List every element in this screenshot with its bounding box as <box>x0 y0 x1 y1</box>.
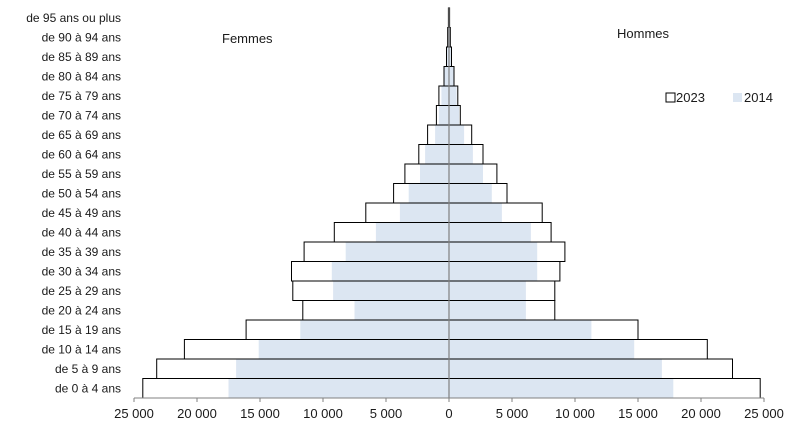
age-label: de 5 à 9 ans <box>55 362 121 376</box>
bar-2014-femmes <box>408 183 449 203</box>
age-label: de 75 à 79 ans <box>42 89 121 103</box>
bar-2014-hommes <box>449 144 473 164</box>
bar-2014-hommes <box>449 27 451 47</box>
x-axis-ticks: 25 000 20 000 15 000 10 000 5 000 0 5 000 10 00… <box>114 398 784 421</box>
bar-2014-femmes <box>447 27 449 47</box>
x-tick-label: 0 <box>445 406 452 421</box>
age-label: de 0 à 4 ans <box>55 381 121 395</box>
bar-2014-femmes <box>333 281 449 301</box>
legend-label-2014: 2014 <box>744 90 773 105</box>
legend-swatch-2014 <box>733 93 742 102</box>
series-2023-bars <box>142 7 761 399</box>
bar-2014-hommes <box>449 183 492 203</box>
x-tick-label: 20 000 <box>177 406 217 421</box>
bar-2014-femmes <box>420 164 449 184</box>
bar-2014-femmes <box>425 144 449 164</box>
bar-2014-femmes <box>446 47 449 67</box>
bar-2014-femmes <box>354 300 449 320</box>
legend-label-2023: 2023 <box>676 90 705 105</box>
bar-2014-femmes <box>375 222 449 242</box>
age-label: de 85 à 89 ans <box>42 50 121 64</box>
age-label: de 95 ans ou plus <box>26 11 121 25</box>
bar-2014-hommes <box>449 47 452 67</box>
age-label: de 30 à 34 ans <box>42 264 121 278</box>
age-label: de 40 à 44 ans <box>42 225 121 239</box>
age-label: de 20 à 24 ans <box>42 303 121 317</box>
age-labels: de 0 à 4 ans de 5 à 9 ans de 10 à 14 ans de… <box>26 11 121 395</box>
age-label: de 50 à 54 ans <box>42 186 121 200</box>
bar-2014-femmes <box>345 242 449 262</box>
bar-2014-hommes <box>449 300 526 320</box>
bar-2014-femmes <box>228 378 449 398</box>
bar-2014-hommes <box>449 203 502 223</box>
age-label: de 10 à 14 ans <box>42 342 121 356</box>
bar-2014-hommes <box>449 164 483 184</box>
bar-2014-hommes <box>449 86 457 106</box>
bar-2014-femmes <box>441 86 449 106</box>
age-label: de 70 à 74 ans <box>42 108 121 122</box>
age-label: de 35 à 39 ans <box>42 245 121 259</box>
age-label: de 65 à 69 ans <box>42 128 121 142</box>
age-label: de 25 à 29 ans <box>42 284 121 298</box>
age-label: de 15 à 19 ans <box>42 323 121 337</box>
hommes-label: Hommes <box>617 26 670 41</box>
series-2014-bars <box>228 8 674 398</box>
bar-2014-hommes <box>449 125 465 145</box>
femmes-label: Femmes <box>222 31 273 46</box>
bar-2014-hommes <box>449 66 454 86</box>
bar-2014-femmes <box>236 359 449 379</box>
x-tick-label: 10 000 <box>555 406 595 421</box>
age-label: de 60 à 64 ans <box>42 147 121 161</box>
bar-2014-femmes <box>331 261 449 281</box>
x-tick-label: 15 000 <box>618 406 658 421</box>
legend-swatch-2023 <box>665 92 676 103</box>
age-label: de 45 à 49 ans <box>42 206 121 220</box>
x-tick-label: 20 000 <box>681 406 721 421</box>
x-tick-label: 10 000 <box>303 406 343 421</box>
bar-2014-hommes <box>449 105 460 125</box>
x-tick-label: 5 000 <box>370 406 403 421</box>
bar-2014-hommes <box>449 320 592 340</box>
bar-2014-hommes <box>449 242 538 262</box>
age-label: de 90 à 94 ans <box>42 30 121 44</box>
bar-2014-femmes <box>399 203 449 223</box>
age-label: de 55 à 59 ans <box>42 167 121 181</box>
bar-2014-hommes <box>449 281 526 301</box>
x-tick-label: 5 000 <box>496 406 529 421</box>
bar-2014-femmes <box>438 105 449 125</box>
bar-2014-hommes <box>449 378 674 398</box>
bar-2014-hommes <box>449 261 538 281</box>
bar-2014-femmes <box>444 66 449 86</box>
bar-2014-femmes <box>258 339 449 359</box>
bar-2014-femmes <box>435 125 449 145</box>
legend: 2023 2014 <box>665 90 773 105</box>
bar-2014-hommes <box>449 339 635 359</box>
bar-2014-hommes <box>449 222 531 242</box>
bar-2014-femmes <box>300 320 449 340</box>
x-tick-label: 25 000 <box>744 406 784 421</box>
x-tick-label: 25 000 <box>114 406 154 421</box>
age-label: de 80 à 84 ans <box>42 69 121 83</box>
bar-2014-hommes <box>449 359 662 379</box>
x-tick-label: 15 000 <box>240 406 280 421</box>
